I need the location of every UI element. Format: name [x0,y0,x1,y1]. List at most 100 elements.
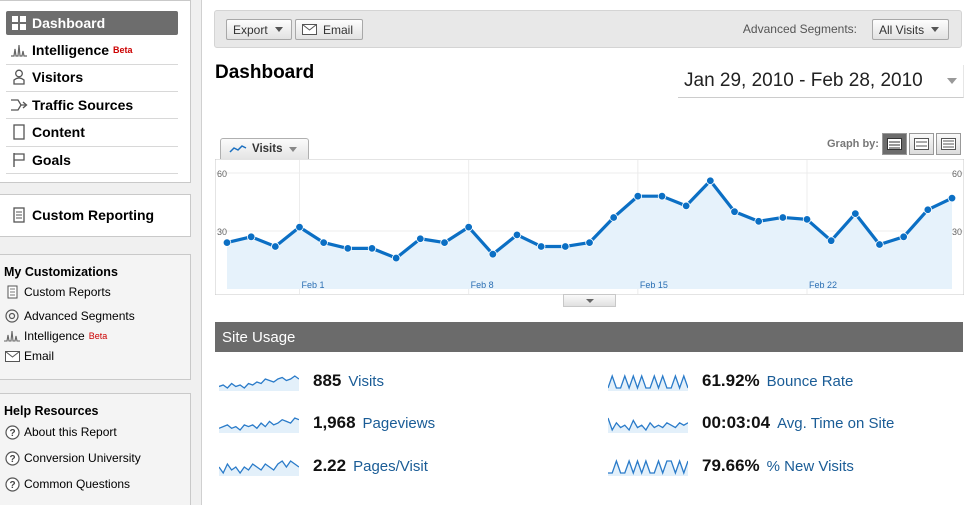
report-nav: Dashboard Intelligence Beta Visitors Tra… [0,0,191,183]
nav-item-traffic-sources[interactable]: Traffic Sources [6,93,178,117]
nav-item-content[interactable]: Content [6,120,178,144]
data-point [706,176,715,185]
metric-link[interactable]: Bounce Rate [766,372,854,390]
sparkline-icon [608,459,688,476]
metric-value: 885 [313,371,342,390]
goals-icon [10,151,28,169]
site-usage-header: Site Usage [215,322,963,352]
y-tick-label: 30 [217,227,227,237]
metric-link[interactable]: Avg. Time on Site [777,414,895,432]
nav-item-dashboard[interactable]: Dashboard [6,11,178,35]
metric-link[interactable]: Pageviews [362,414,436,432]
sub-label: Custom Reports [24,285,111,299]
custom-reports-link[interactable]: Custom Reports [4,283,111,301]
sub-label: Intelligence [24,329,85,343]
about-report-link[interactable]: ? About this Report [4,423,117,441]
svg-text:?: ? [9,428,15,439]
common-questions-link[interactable]: ? Common Questions [4,475,130,493]
sub-label: Advanced Segments [24,309,135,323]
chevron-down-icon [585,298,594,303]
custom-reports-icon [4,284,20,300]
graph-by-month-button[interactable] [936,133,961,155]
data-point [319,238,328,247]
nav-label: Custom Reporting [32,207,155,223]
export-button[interactable]: Export [226,19,292,40]
data-point [657,192,667,201]
data-point [367,244,377,253]
svg-text:?: ? [9,454,15,465]
export-label: Export [233,22,268,37]
sub-label: Conversion University [24,451,141,465]
x-tick-label: Feb 22 [809,280,837,290]
sub-label: About this Report [24,425,117,439]
toolbar: Export Email Advanced Segments: All Visi… [214,10,962,48]
graph-by-day-button[interactable] [882,133,907,155]
site-usage-item: 2.22 Pages/Visit [219,454,428,478]
x-tick-label: Feb 1 [302,280,325,290]
metric-link[interactable]: Visits [348,372,384,390]
y-tick-label: 60 [217,169,227,179]
nav-item-intelligence[interactable]: Intelligence Beta [6,38,178,62]
metric-value: 2.22 [313,456,347,475]
data-point [947,193,957,203]
metric-value: 1,968 [313,413,356,432]
data-point [585,238,594,247]
advanced-segments-link[interactable]: Advanced Segments [4,307,135,325]
x-tick-label: Feb 15 [640,280,668,290]
email-button[interactable]: Email [295,19,363,40]
data-point [851,209,860,218]
chart-scroll-handle[interactable] [563,294,616,307]
metric-value: 79.66% [702,456,760,475]
nav-item-goals[interactable]: Goals [6,148,178,172]
metric-link[interactable]: % New Visits [766,457,854,475]
data-point [464,222,473,232]
chevron-down-icon[interactable] [947,78,957,84]
advanced-segments-icon [4,308,20,324]
site-usage-item: 79.66% % New Visits [608,454,854,478]
intelligence-link[interactable]: Intelligence Beta [4,327,107,345]
data-point [875,240,884,249]
segments-select[interactable]: All Visits [872,19,949,40]
nav-label: Intelligence [32,42,110,58]
dashboard-icon [10,14,28,32]
advanced-segments-label: Advanced Segments: [742,22,857,36]
sparkline-icon [608,374,688,391]
nav-label: Visitors [32,69,84,85]
sparkline-icon [219,375,299,391]
nav-item-custom-reporting[interactable]: Custom Reporting [6,203,178,227]
visits-chart: 60 60 30 30 Feb 1 Feb 8 Feb 15 Feb 22 [215,159,964,295]
graph-by-label: Graph by: [827,138,879,150]
sub-label: Common Questions [24,477,131,491]
beta-badge: Beta [88,331,108,341]
sparkline-icon [219,417,299,433]
help-icon: ? [4,424,20,440]
metric-label: Visits [252,143,283,155]
sparkline-icon [219,460,299,476]
metric-selector[interactable]: Visits [220,138,309,159]
data-point [343,244,353,253]
nav-item-visitors[interactable]: Visitors [6,65,178,89]
segments-value: All Visits [879,22,925,37]
data-point [802,215,812,224]
data-point [222,238,232,247]
site-usage-title: Site Usage [222,328,296,346]
data-point [246,232,256,241]
intelligence-icon [4,328,20,344]
page-title: Dashboard [215,62,315,83]
data-point [923,205,933,214]
help-icon: ? [4,450,20,466]
data-point [271,242,280,251]
nav-label: Content [32,124,85,140]
graph-by-week-button[interactable] [909,133,934,155]
conversion-university-link[interactable]: ? Conversion University [4,449,141,467]
email-link[interactable]: Email [4,347,54,365]
metric-link[interactable]: Pages/Visit [353,457,428,475]
date-range-picker[interactable]: Jan 29, 2010 - Feb 28, 2010 [678,65,964,98]
chevron-down-icon [931,27,940,32]
metric-value: 61.92% [702,371,760,390]
my-customizations-box: My Customizations Custom Reports Advance… [0,254,191,380]
nav-label: Traffic Sources [32,97,134,113]
sidebar: Dashboard Intelligence Beta Visitors Tra… [0,0,196,505]
month-view-icon [941,138,956,150]
data-point [536,242,546,251]
